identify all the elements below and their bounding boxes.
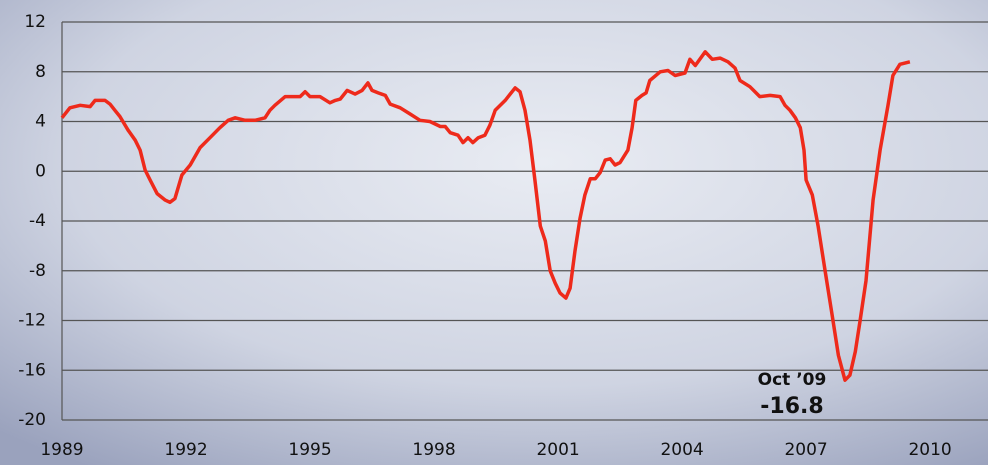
x-tick-label: 1995	[288, 440, 331, 460]
y-tick-label: 0	[35, 161, 46, 181]
x-tick-label: 1998	[412, 440, 455, 460]
x-tick-label: 2001	[536, 440, 579, 460]
y-tick-label: -20	[18, 410, 46, 430]
x-tick-label: 1992	[164, 440, 207, 460]
y-tick-label: -8	[29, 261, 46, 281]
x-tick-label: 2004	[660, 440, 703, 460]
x-tick-label: 1989	[40, 440, 83, 460]
y-tick-label: -16	[18, 360, 46, 380]
data-line	[60, 50, 911, 382]
y-tick-label: 12	[24, 12, 46, 32]
x-tick-label: 2007	[784, 440, 827, 460]
y-tick-label: 8	[35, 62, 46, 82]
y-tick-label: -12	[18, 311, 46, 331]
annotation-value: -16.8	[760, 394, 823, 419]
y-tick-label: -4	[29, 211, 46, 231]
annotation-date: Oct ’09	[758, 370, 827, 390]
x-tick-label: 2010	[908, 440, 951, 460]
y-tick-label: 4	[35, 112, 46, 132]
